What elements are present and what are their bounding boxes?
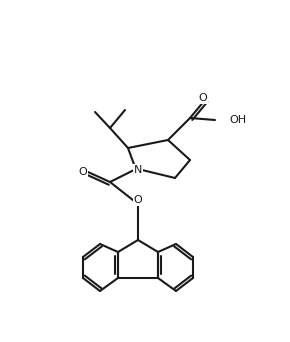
Text: O: O: [79, 167, 87, 177]
Text: O: O: [134, 195, 142, 205]
Text: O: O: [199, 93, 207, 103]
Text: OH: OH: [229, 115, 246, 125]
Text: N: N: [134, 165, 142, 175]
